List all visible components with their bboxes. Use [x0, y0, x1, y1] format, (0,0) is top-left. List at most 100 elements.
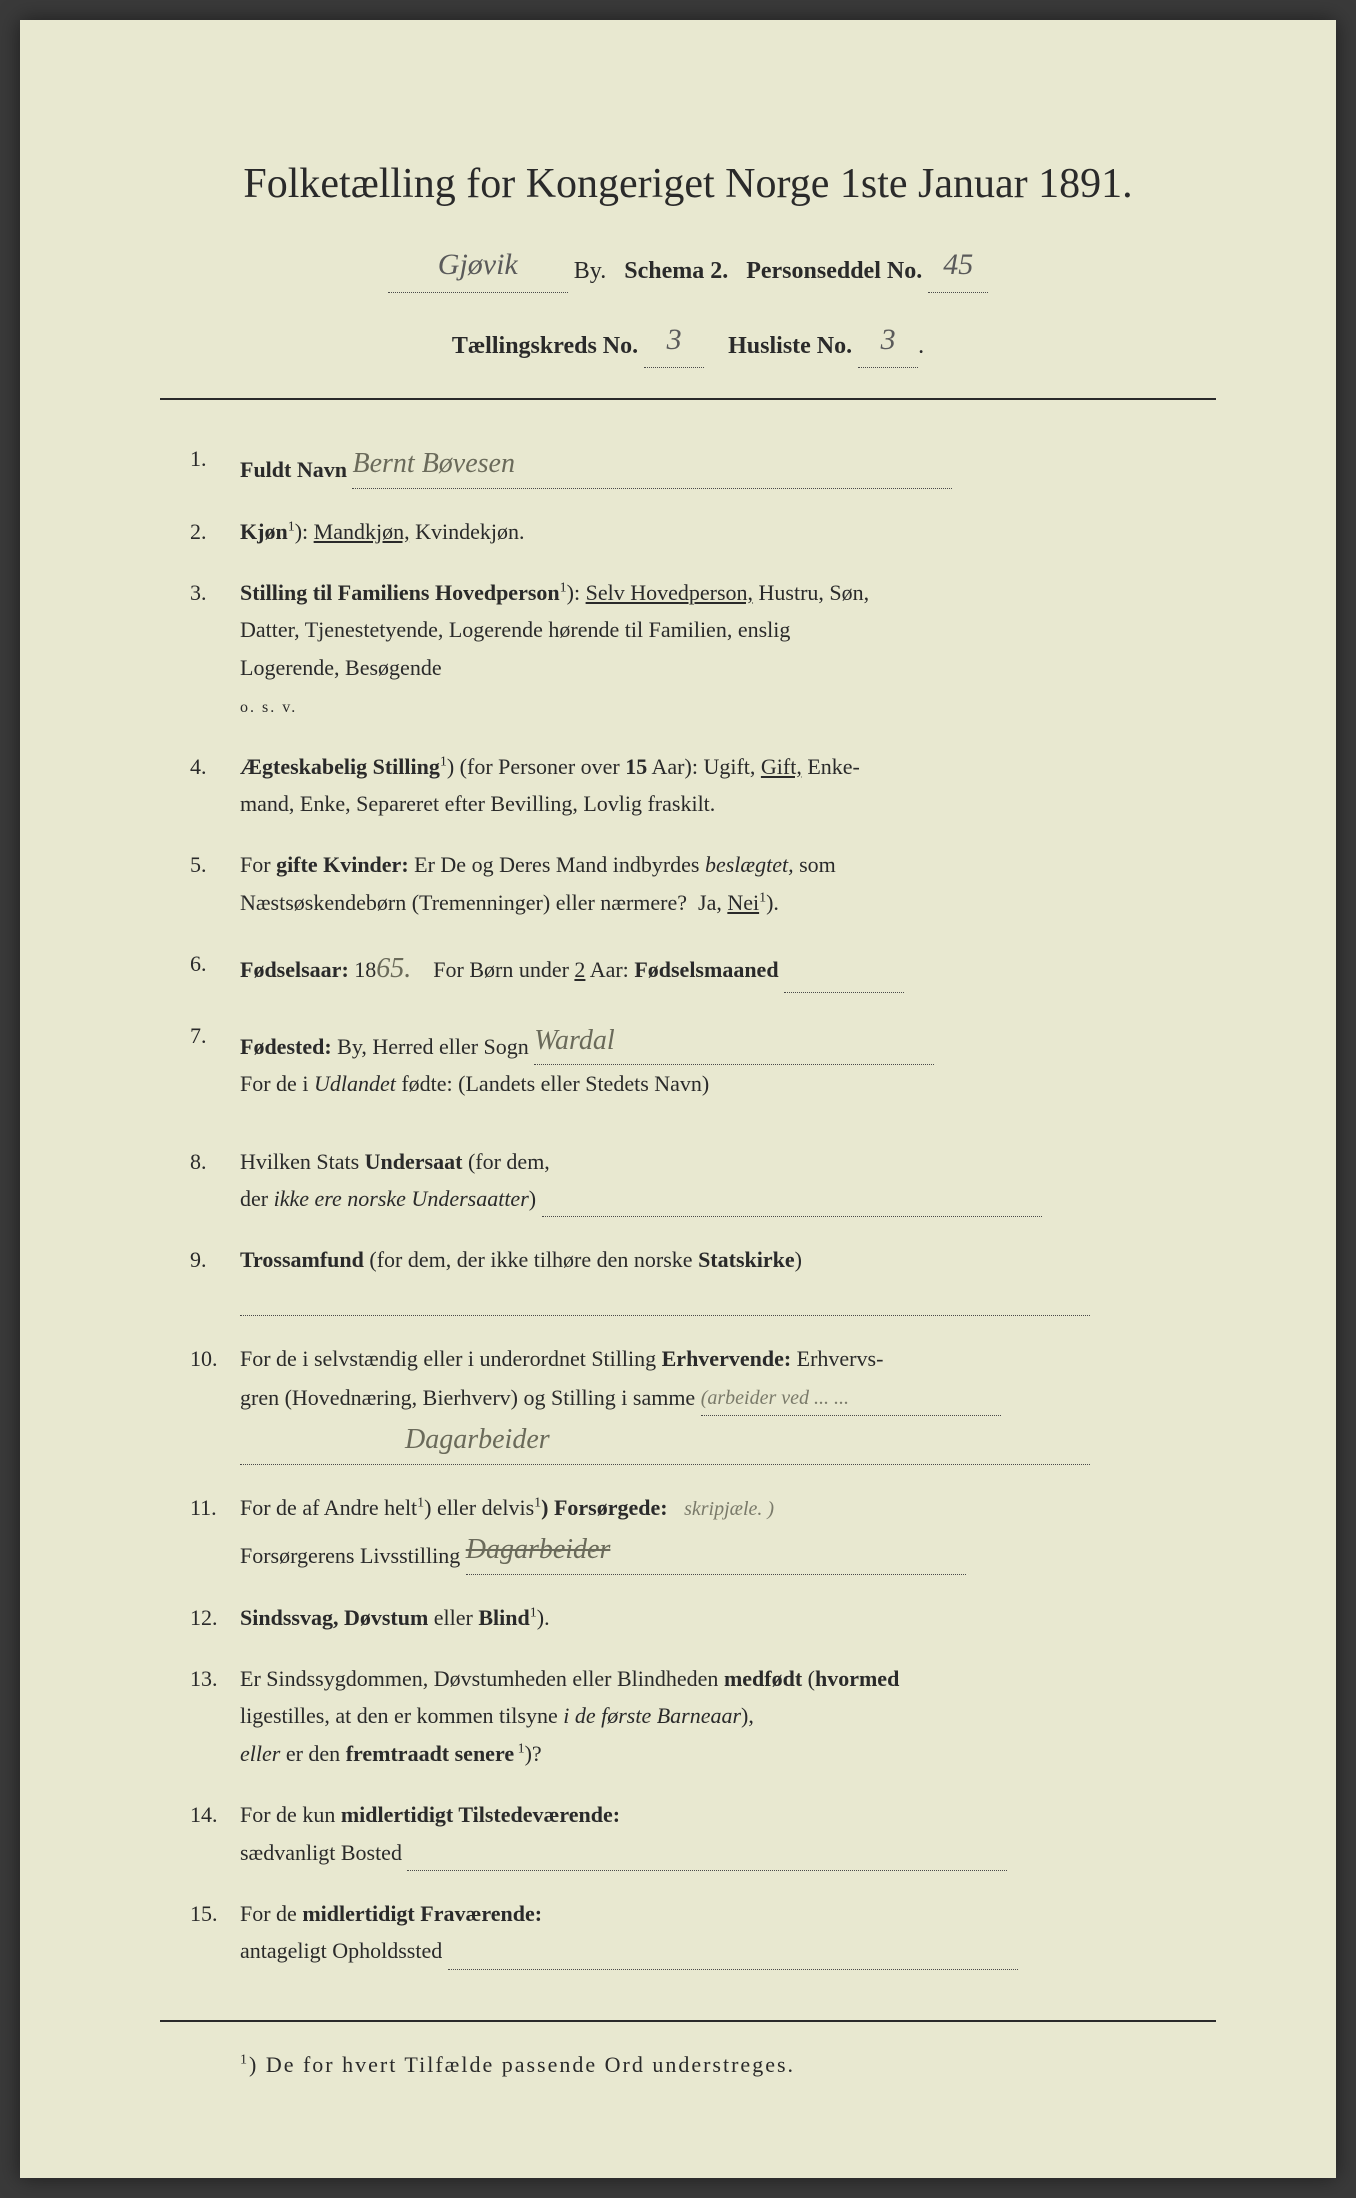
city-value: Gjøvik	[438, 248, 518, 281]
bottom-divider	[160, 2020, 1216, 2022]
item-2-content: Kjøn1): Mandkjøn, Kvindekjøn.	[240, 513, 1216, 550]
top-divider	[160, 398, 1216, 400]
item-10-value: Dagarbeider	[405, 1424, 550, 1455]
item-8-text-b: (for dem,	[462, 1149, 549, 1174]
item-4-text-b: mand, Enke, Separeret efter Bevilling, L…	[240, 791, 715, 816]
item-11-content: For de af Andre helt1) eller delvis1) Fo…	[240, 1489, 1216, 1575]
item-9-text-a: (for dem, der ikke tilhøre den norske	[369, 1247, 698, 1272]
item-3-osv: o. s. v.	[240, 699, 297, 716]
item-4-num: 4.	[190, 748, 240, 823]
item-1-field: Bernt Bøvesen	[352, 440, 952, 489]
item-11-scribble-a: skripjæle. )	[684, 1498, 774, 1520]
header-line-1: Gjøvik By. Schema 2. Personseddel No. 45	[160, 238, 1216, 293]
item-3: 3. Stilling til Familiens Hovedperson1):…	[190, 574, 1216, 724]
item-15-text-b: antageligt Opholdssted	[240, 1938, 442, 1963]
item-13-label: medfødt	[724, 1666, 802, 1691]
item-10-text-a: For de i selvstændig eller i underordnet…	[240, 1346, 662, 1371]
item-13-text-b: (hvormed	[802, 1666, 899, 1691]
item-1-value: Bernt Bøvesen	[352, 448, 515, 479]
item-12-label: Sindssvag, Døvstum	[240, 1605, 428, 1630]
item-5: 5. For gifte Kvinder: Er De og Deres Man…	[190, 846, 1216, 921]
item-11-label: ) Forsørgede:	[541, 1495, 667, 1520]
personseddel-label: Personseddel No.	[746, 258, 922, 284]
item-7-num: 7.	[190, 1017, 240, 1103]
item-11-value: Dagarbeider	[466, 1534, 611, 1565]
item-2-sup: 1	[288, 519, 295, 534]
item-1-label: Fuldt Navn	[240, 457, 347, 482]
item-12-num: 12.	[190, 1599, 240, 1636]
item-14-text-a: For de kun	[240, 1802, 341, 1827]
item-13-text-a: Er Sindssygdommen, Døvstumheden eller Bl…	[240, 1666, 724, 1691]
item-10-text-c: gren (Hovednæring, Bierhverv) og Stillin…	[240, 1385, 695, 1410]
item-11-text-c: Forsørgerens Livsstilling	[240, 1543, 460, 1568]
item-12: 12. Sindssvag, Døvstum eller Blind1).	[190, 1599, 1216, 1636]
item-6-num: 6.	[190, 945, 240, 993]
item-9: 9. Trossamfund (for dem, der ikke tilhør…	[190, 1241, 1216, 1316]
item-10-scribble: (arbeider ved ... ...	[701, 1387, 849, 1409]
item-10-text-b: Erhvervs-	[791, 1346, 883, 1371]
item-7-value: Wardal	[534, 1025, 614, 1056]
item-9-content: Trossamfund (for dem, der ikke tilhøre d…	[240, 1241, 1216, 1316]
item-6-label: Fødselsaar:	[240, 957, 349, 982]
page-title: Folketælling for Kongeriget Norge 1ste J…	[160, 160, 1216, 208]
item-12-text-b: ).	[537, 1605, 550, 1630]
item-14-content: For de kun midlertidigt Tilstedeværende:…	[240, 1796, 1216, 1871]
item-1-content: Fuldt Navn Bernt Bøvesen	[240, 440, 1216, 489]
item-3-content: Stilling til Familiens Hovedperson1): Se…	[240, 574, 1216, 724]
husliste-field: 3	[858, 313, 918, 368]
item-12-text-a: eller	[428, 1605, 478, 1630]
item-7: 7. Fødested: By, Herred eller Sogn Warda…	[190, 1017, 1216, 1103]
item-8-field	[542, 1216, 1042, 1217]
item-4-sup: 1	[440, 754, 447, 769]
item-11: 11. For de af Andre helt1) eller delvis1…	[190, 1489, 1216, 1575]
item-4-label: Ægteskabelig Stilling	[240, 754, 440, 779]
item-9-label-b: Statskirke	[698, 1247, 795, 1272]
item-5-text: For gifte Kvinder: Er De og Deres Mand i…	[240, 852, 836, 877]
item-7-content: Fødested: By, Herred eller Sogn Wardal F…	[240, 1017, 1216, 1103]
header-line-2: Tællingskreds No. 3 Husliste No. 3.	[160, 313, 1216, 368]
item-3-text-c: Logerende, Besøgende	[240, 655, 442, 680]
item-7-label: Fødested:	[240, 1034, 332, 1059]
item-10-label: Erhvervende:	[662, 1346, 792, 1371]
item-3-text-a: ): Selv Hovedperson, Hustru, Søn,	[567, 580, 870, 605]
item-9-text-b: )	[795, 1247, 802, 1272]
item-13-num: 13.	[190, 1660, 240, 1772]
item-1: 1. Fuldt Navn Bernt Bøvesen	[190, 440, 1216, 489]
item-13-line3: eller er den fremtraadt senere 1)?	[240, 1741, 542, 1766]
city-field: Gjøvik	[388, 238, 568, 293]
item-15-label: midlertidigt Fraværende:	[302, 1901, 542, 1926]
item-13: 13. Er Sindssygdommen, Døvstumheden elle…	[190, 1660, 1216, 1772]
form-items: 1. Fuldt Navn Bernt Bøvesen 2. Kjøn1): M…	[160, 440, 1216, 1970]
item-13-line2: ligestilles, at den er kommen tilsyne i …	[240, 1703, 754, 1728]
item-3-text-b: Datter, Tjenestetyende, Logerende hørend…	[240, 617, 790, 642]
husliste-label: Husliste No.	[728, 333, 852, 359]
item-10: 10. For de i selvstændig eller i underor…	[190, 1340, 1216, 1464]
item-6-text-a: For Børn under 2 Aar:	[417, 957, 635, 982]
item-2-text: ): Mandkjøn, Kvindekjøn.	[295, 519, 525, 544]
item-4-text-a: ) (for Personer over 15 Aar): Ugift, Gif…	[447, 754, 860, 779]
item-12-content: Sindssvag, Døvstum eller Blind1).	[240, 1599, 1216, 1636]
item-5-num: 5.	[190, 846, 240, 921]
item-8-text-c: der ikke ere norske Undersaatter)	[240, 1186, 536, 1211]
personseddel-field: 45	[928, 238, 988, 293]
item-8: 8. Hvilken Stats Undersaat (for dem, der…	[190, 1143, 1216, 1218]
item-12-label-b: Blind	[478, 1605, 529, 1630]
item-6-content: Fødselsaar: 1865. For Børn under 2 Aar: …	[240, 945, 1216, 993]
item-11-text-b: ) eller delvis	[424, 1495, 534, 1520]
item-5-text-c: Næstsøskendebørn (Tremenninger) eller næ…	[240, 890, 779, 915]
item-6-year-prefix: 18	[354, 957, 376, 982]
item-9-label: Trossamfund	[240, 1247, 364, 1272]
item-15-num: 15.	[190, 1895, 240, 1970]
footnote-text: ) De for hvert Tilfælde passende Ord und…	[249, 2052, 795, 2077]
personseddel-value: 45	[943, 248, 973, 281]
item-13-content: Er Sindssygdommen, Døvstumheden eller Bl…	[240, 1660, 1216, 1772]
item-3-sup: 1	[560, 581, 567, 596]
item-7-text-b: For de i Udlandet fødte: (Landets eller …	[240, 1071, 709, 1096]
item-14-num: 14.	[190, 1796, 240, 1871]
item-15-content: For de midlertidigt Fraværende: antageli…	[240, 1895, 1216, 1970]
item-8-text-a: Hvilken Stats	[240, 1149, 365, 1174]
item-12-sup: 1	[530, 1605, 537, 1620]
item-15-text-a: For de	[240, 1901, 302, 1926]
item-11-field: Dagarbeider	[466, 1526, 966, 1575]
footnote-sup: 1	[240, 2052, 249, 2067]
